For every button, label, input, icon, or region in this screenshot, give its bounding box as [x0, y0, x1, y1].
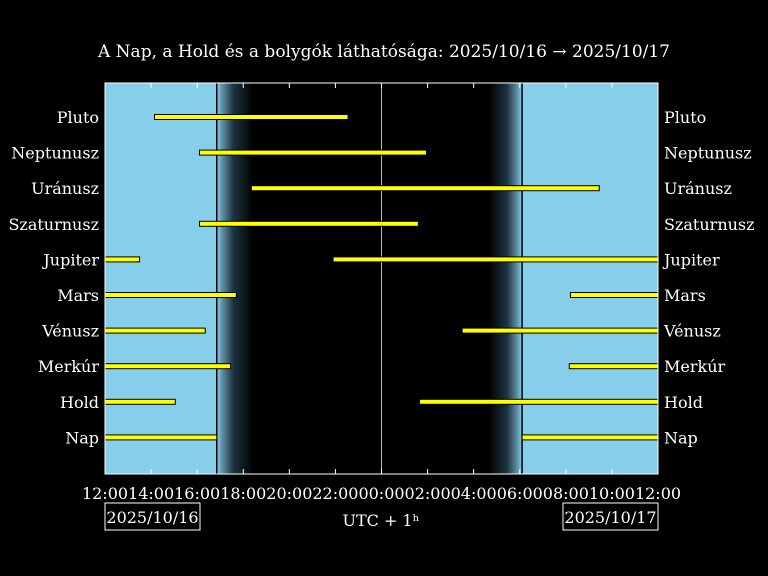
body-label-left: Pluto — [57, 108, 99, 127]
body-label-left: Szaturnusz — [8, 215, 99, 234]
visibility-bar-10 — [521, 434, 659, 441]
body-label-left: Hold — [60, 393, 99, 412]
body-label-left: Nap — [65, 428, 99, 447]
x-tick-label: 06:00 — [497, 484, 543, 503]
date-box-left — [104, 502, 201, 531]
x-tick-label: 16:00 — [174, 484, 220, 503]
x-tick-label: 22:00 — [312, 484, 358, 503]
x-tick-label: 12:00 — [82, 484, 128, 503]
body-label-left: Uránusz — [31, 179, 99, 198]
dusk-twilight — [216, 83, 254, 474]
dawn-twilight — [488, 83, 523, 474]
x-tick-label: 14:00 — [128, 484, 174, 503]
body-label-right: Jupiter — [662, 250, 720, 269]
daylight-region — [522, 83, 658, 474]
body-label-left: Mars — [57, 286, 99, 305]
visibility-bar-6 — [104, 292, 237, 298]
body-label-right: Merkúr — [664, 357, 726, 376]
body-label-right: Uránusz — [664, 179, 732, 198]
visibility-bar-6 — [569, 292, 659, 298]
visibility-bar-9 — [104, 398, 176, 405]
visibility-bar-3 — [250, 185, 600, 192]
body-label-left: Vénusz — [41, 322, 99, 341]
visibility-bar-5 — [332, 256, 659, 263]
visibility-bar-7 — [104, 327, 206, 334]
visibility-bar-2 — [198, 149, 427, 156]
body-label-right: Neptunusz — [664, 144, 752, 163]
visibility-bar-8 — [568, 363, 659, 370]
x-tick-label: 00:00 — [358, 484, 404, 503]
body-label-right: Hold — [664, 393, 703, 412]
visibility-bar-9 — [419, 398, 659, 405]
x-tick-label: 08:00 — [543, 484, 589, 503]
visibility-bar-1 — [154, 114, 349, 120]
visibility-bar-7 — [461, 327, 659, 334]
visibility-bar-10 — [104, 434, 218, 441]
x-tick-label: 10:00 — [589, 484, 635, 503]
body-label-left: Jupiter — [41, 250, 99, 269]
daylight-region — [105, 83, 217, 474]
x-tick-label: 12:00 — [635, 484, 681, 503]
x-tick-label: 20:00 — [266, 484, 312, 503]
visibility-bar-8 — [104, 363, 232, 370]
date-box-right — [562, 502, 659, 531]
date-label-right: 2025/10/17 — [564, 508, 656, 527]
body-label-right: Szaturnusz — [664, 215, 755, 234]
body-label-right: Pluto — [664, 108, 706, 127]
body-label-right: Vénusz — [663, 322, 721, 341]
x-tick-label: 18:00 — [220, 484, 266, 503]
x-axis-label: UTC + 1ʰ — [342, 511, 419, 530]
x-tick-label: 02:00 — [405, 484, 451, 503]
body-label-right: Nap — [664, 428, 698, 447]
chart-title: A Nap, a Hold és a bolygók láthatósága: … — [98, 42, 670, 62]
body-label-left: Merkúr — [38, 357, 100, 376]
date-label-left: 2025/10/16 — [106, 508, 198, 527]
visibility-bar-5 — [104, 256, 141, 263]
body-label-right: Mars — [664, 286, 706, 305]
x-tick-label: 04:00 — [451, 484, 497, 503]
body-label-left: Neptunusz — [11, 144, 99, 163]
visibility-bar-4 — [198, 220, 419, 227]
